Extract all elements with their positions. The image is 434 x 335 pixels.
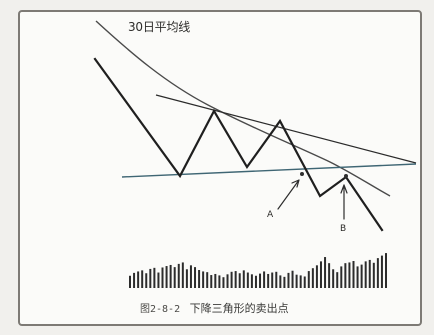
figure-frame (18, 10, 422, 326)
support-line (121, 163, 417, 178)
point-a-label: A (267, 210, 274, 220)
moving-average-curve (95, 20, 391, 197)
arrow-point-a (277, 179, 300, 210)
point-b-label: B (340, 224, 347, 234)
arrow-point-b (340, 184, 348, 220)
breakdown-point-a-marker (300, 172, 304, 176)
price-zigzag-line (93, 57, 384, 232)
moving-average-label: 30日平均线 (128, 20, 191, 34)
volume-bars (129, 253, 387, 288)
figure-number: 图2-8-2 (140, 304, 181, 315)
resistance-trend-line (155, 94, 417, 164)
figure-caption: 图2-8-2 下降三角形的卖出点 (140, 300, 289, 316)
breakdown-point-b-marker (344, 174, 348, 178)
figure-title: 下降三角形的卖出点 (189, 302, 289, 315)
